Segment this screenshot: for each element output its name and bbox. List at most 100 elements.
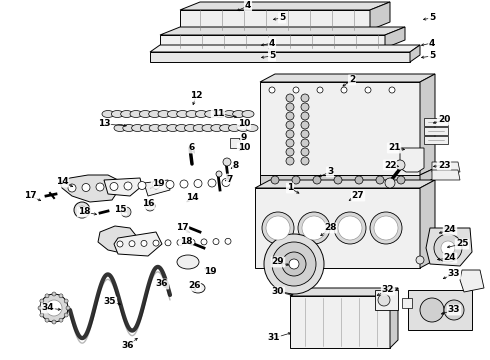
Polygon shape — [420, 168, 435, 185]
Text: 26: 26 — [188, 282, 200, 291]
Circle shape — [282, 252, 306, 276]
Circle shape — [317, 87, 323, 93]
Polygon shape — [385, 27, 405, 48]
Text: 4: 4 — [269, 39, 275, 48]
Circle shape — [434, 234, 462, 262]
Text: 5: 5 — [269, 51, 275, 60]
Circle shape — [302, 216, 326, 240]
Text: 9: 9 — [241, 134, 247, 143]
Ellipse shape — [220, 125, 232, 131]
Circle shape — [286, 139, 294, 147]
Circle shape — [301, 103, 309, 111]
Circle shape — [264, 234, 324, 294]
Polygon shape — [375, 290, 398, 310]
Text: 8: 8 — [233, 162, 239, 171]
Polygon shape — [290, 288, 398, 296]
Circle shape — [121, 207, 131, 217]
Ellipse shape — [223, 111, 235, 117]
Ellipse shape — [186, 111, 198, 117]
Text: 34: 34 — [42, 303, 54, 312]
Text: 22: 22 — [384, 161, 396, 170]
Ellipse shape — [242, 111, 254, 117]
Text: 18: 18 — [180, 238, 192, 247]
Circle shape — [138, 181, 146, 189]
Ellipse shape — [139, 111, 151, 117]
Circle shape — [194, 180, 202, 188]
Text: 3: 3 — [327, 167, 333, 176]
Text: 36: 36 — [122, 342, 134, 351]
Text: 31: 31 — [268, 333, 280, 342]
Circle shape — [301, 112, 309, 120]
Circle shape — [166, 180, 174, 189]
Circle shape — [152, 181, 160, 189]
Text: 35: 35 — [104, 297, 116, 306]
Polygon shape — [260, 175, 420, 185]
Circle shape — [334, 176, 342, 184]
Circle shape — [124, 182, 132, 190]
Ellipse shape — [158, 111, 170, 117]
Ellipse shape — [167, 111, 179, 117]
Circle shape — [441, 241, 455, 255]
Circle shape — [74, 202, 90, 218]
Circle shape — [117, 241, 123, 247]
Circle shape — [313, 176, 321, 184]
Polygon shape — [290, 296, 390, 348]
Polygon shape — [460, 270, 484, 292]
Circle shape — [40, 294, 68, 322]
Ellipse shape — [130, 111, 142, 117]
Circle shape — [389, 87, 395, 93]
Polygon shape — [424, 118, 448, 126]
Text: 4: 4 — [429, 39, 435, 48]
Text: 28: 28 — [324, 224, 336, 233]
Ellipse shape — [228, 125, 241, 131]
Circle shape — [286, 148, 294, 156]
Text: 11: 11 — [212, 108, 224, 117]
Circle shape — [376, 176, 384, 184]
Ellipse shape — [177, 111, 189, 117]
Circle shape — [129, 241, 135, 247]
Text: 19: 19 — [204, 267, 216, 276]
Ellipse shape — [202, 125, 214, 131]
Circle shape — [378, 294, 390, 306]
Text: 17: 17 — [24, 192, 36, 201]
Text: 10: 10 — [238, 144, 250, 153]
Ellipse shape — [167, 125, 179, 131]
Circle shape — [64, 313, 68, 317]
Ellipse shape — [149, 125, 161, 131]
Circle shape — [52, 320, 56, 324]
Circle shape — [272, 242, 316, 286]
Polygon shape — [400, 148, 424, 172]
Polygon shape — [180, 2, 390, 10]
Circle shape — [165, 240, 171, 246]
Circle shape — [40, 299, 44, 303]
Circle shape — [293, 87, 299, 93]
Polygon shape — [420, 74, 435, 175]
Ellipse shape — [246, 125, 258, 131]
Ellipse shape — [148, 111, 161, 117]
Text: 36: 36 — [156, 279, 168, 288]
Ellipse shape — [141, 125, 152, 131]
Circle shape — [153, 240, 159, 246]
Ellipse shape — [233, 111, 245, 117]
Polygon shape — [402, 298, 412, 308]
Text: 24: 24 — [443, 253, 456, 262]
Circle shape — [68, 184, 76, 192]
Circle shape — [216, 171, 222, 177]
Polygon shape — [424, 127, 448, 135]
Text: 2: 2 — [349, 76, 355, 85]
Circle shape — [420, 298, 444, 322]
Circle shape — [271, 176, 279, 184]
Circle shape — [286, 157, 294, 165]
Circle shape — [269, 87, 275, 93]
Ellipse shape — [191, 283, 205, 293]
Polygon shape — [370, 2, 390, 30]
Polygon shape — [60, 175, 120, 202]
Circle shape — [444, 300, 464, 320]
Circle shape — [385, 178, 395, 188]
Text: 10: 10 — [238, 120, 250, 129]
Polygon shape — [144, 180, 170, 196]
Ellipse shape — [184, 125, 196, 131]
Text: 23: 23 — [438, 161, 450, 170]
Text: 24: 24 — [443, 225, 456, 234]
Circle shape — [78, 206, 86, 214]
